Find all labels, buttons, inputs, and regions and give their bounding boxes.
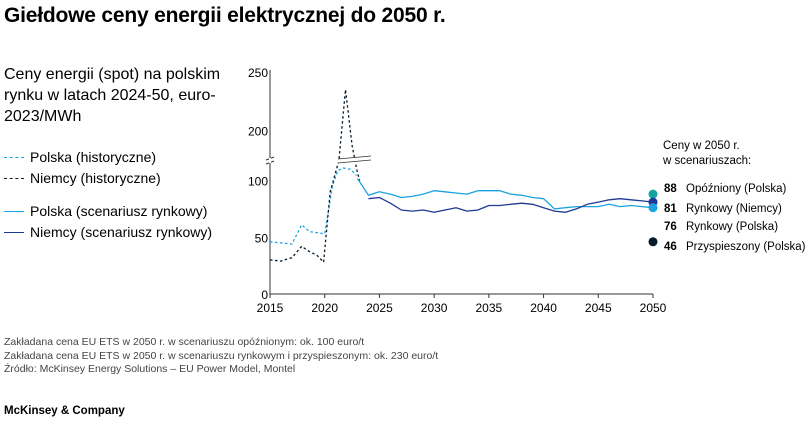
legend-label: Niemcy (historyczne) <box>30 170 161 186</box>
legend-label: Niemcy (scenariusz rynkowy) <box>30 224 213 240</box>
footnotes: Zakładana cena EU ETS w 2050 r. w scenar… <box>4 336 438 377</box>
legend-item-polska-scen: Polska (scenariusz rynkowy) <box>4 203 207 219</box>
chart-subtitle: Ceny energii (spot) na polskim rynku w l… <box>4 66 221 125</box>
y-tick-label: 200 <box>248 125 268 139</box>
footnote-line: Źródło: McKinsey Energy Solutions – EU P… <box>4 363 296 375</box>
endpoint-name: Opóźniony (Polska) <box>686 183 787 195</box>
endpoint-header-line2: w scenariuszach: <box>663 155 752 167</box>
legend-label: Polska (historyczne) <box>30 149 157 165</box>
endpoint-value: 46 <box>664 241 677 253</box>
x-tick-label: 2050 <box>640 301 667 315</box>
legend-item-polska-hist: Polska (historyczne) <box>4 149 156 165</box>
endpoint-header: Ceny w 2050 r. w scenariuszach: <box>663 139 751 169</box>
x-tick-label: 2020 <box>311 301 338 315</box>
legend-item-niemcy-hist: Niemcy (historyczne) <box>4 170 161 186</box>
legend-swatch <box>4 156 24 158</box>
endpoint-label-rynkowy-polska: 76 Rynkowy (Polska) <box>664 221 778 233</box>
footnote-line: Zakładana cena EU ETS w 2050 r. w scenar… <box>4 349 439 362</box>
endpoint-label-opozniony: 88 Opóźniony (Polska) <box>664 183 786 195</box>
footnote-line: Zakładana cena EU ETS w 2050 r. w scenar… <box>4 336 365 348</box>
series-line-2 <box>356 178 654 210</box>
endpoint-value: 81 <box>664 203 677 215</box>
series-break-mark <box>337 155 372 160</box>
series-break-band <box>336 158 372 163</box>
x-tick-label: 2040 <box>530 301 557 315</box>
series-line-3 <box>368 196 654 213</box>
endpoint-value: 76 <box>664 221 677 233</box>
y-tick-label: 50 <box>255 231 269 245</box>
series-line-1 <box>269 88 361 263</box>
x-tick-label: 2030 <box>421 301 448 315</box>
series-line-0 <box>269 167 357 245</box>
endpoint-header-line1: Ceny w 2050 r. <box>663 140 740 152</box>
x-tick-label: 2045 <box>585 301 612 315</box>
endpoint-name: Przyspieszony (Polska) <box>686 241 806 253</box>
y-tick-label: 0 <box>261 288 268 302</box>
endpoint-dot-0 <box>648 189 658 199</box>
endpoint-name: Rynkowy (Niemcy) <box>686 203 782 215</box>
y-tick-label: 250 <box>248 66 268 80</box>
legend-item-niemcy-scen: Niemcy (scenariusz rynkowy) <box>4 224 212 240</box>
brand-logo: McKinsey & Company <box>4 405 125 417</box>
endpoint-dot-2 <box>648 203 658 213</box>
endpoint-value: 88 <box>664 183 677 195</box>
endpoint-label-przyspieszony: 46 Przyspieszony (Polska) <box>664 241 806 253</box>
x-tick-label: 2035 <box>476 301 503 315</box>
legend-swatch <box>4 177 24 179</box>
endpoint-dot-3 <box>648 237 658 247</box>
legend-label: Polska (scenariusz rynkowy) <box>30 203 208 219</box>
endpoint-label-rynkowy-niemcy: 81 Rynkowy (Niemcy) <box>664 203 782 215</box>
x-tick-label: 2025 <box>366 301 393 315</box>
page-title: Giełdowe ceny energii elektrycznej do 20… <box>4 4 446 27</box>
y-axis-break-gap <box>269 158 271 163</box>
legend-swatch <box>4 210 24 212</box>
x-tick-label: 2015 <box>257 301 284 315</box>
y-tick-label: 100 <box>248 175 268 189</box>
legend-swatch <box>4 231 24 233</box>
series-break-mark <box>337 159 372 164</box>
endpoint-name: Rynkowy (Polska) <box>686 221 779 233</box>
